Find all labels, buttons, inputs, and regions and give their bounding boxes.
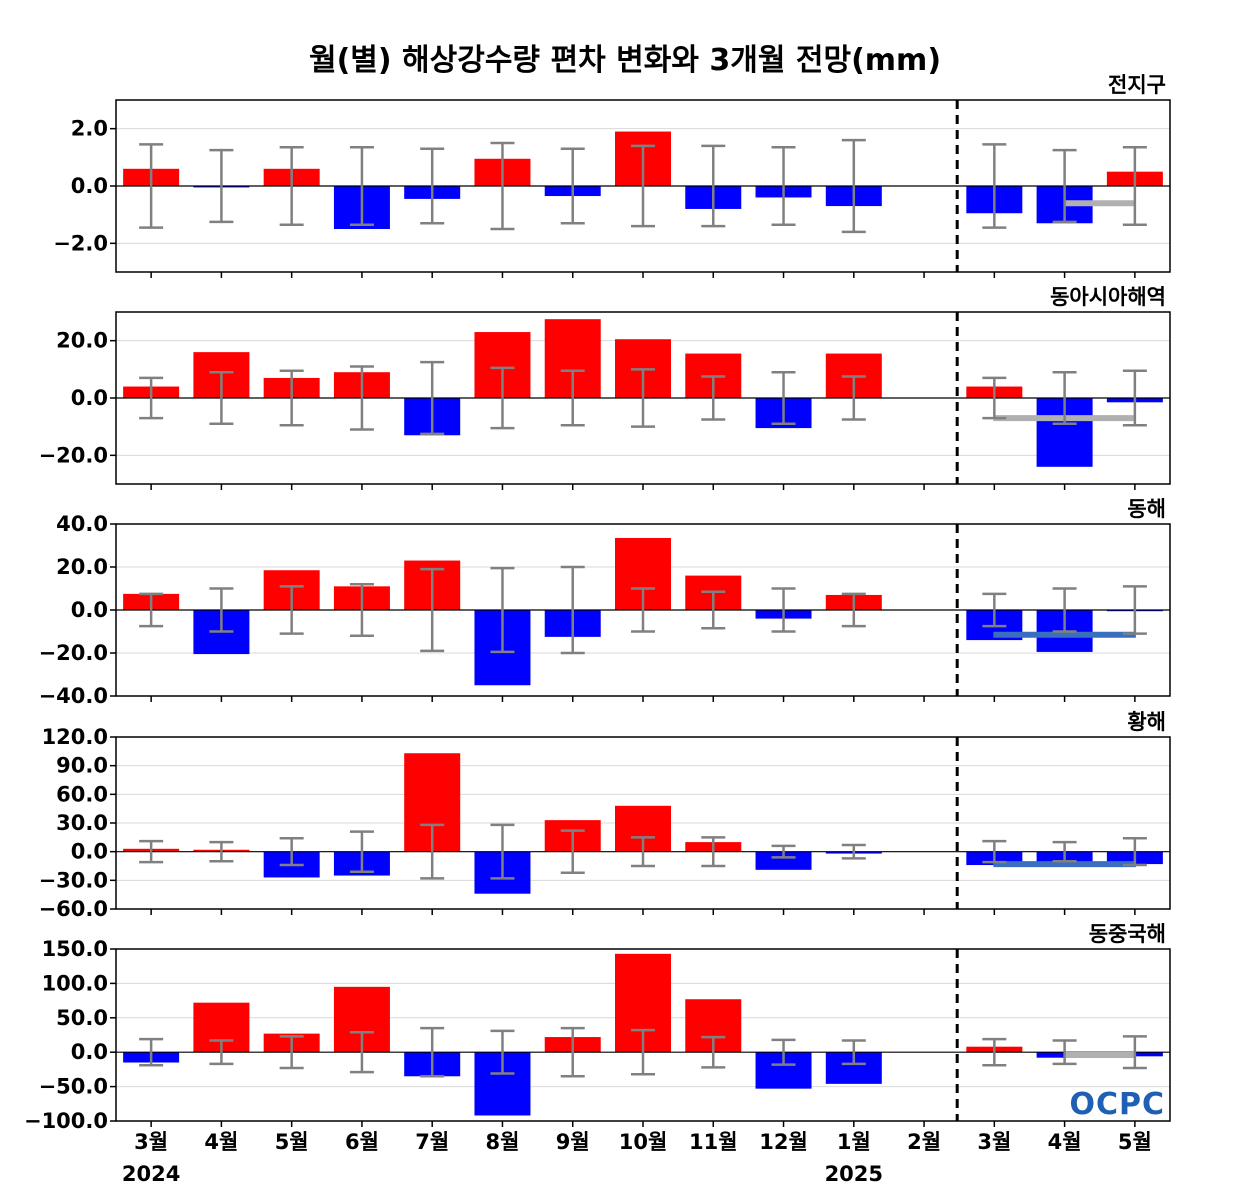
y-tick-label: 20.0 [56,555,108,579]
x-tick-label: 3월 [977,1130,1011,1154]
x-tick-label: 2월 [907,1130,941,1154]
panel-1: −2.0 0.0 2.0 전지구 [53,73,1171,278]
y-tick-label: 90.0 [56,754,108,778]
panel-4: −60.0 −30.0 0.0 30.0 60.0 90.0 120.0 황해 [39,710,1171,921]
y-tick-label: −50.0 [39,1075,108,1099]
chart-title: 월(별) 해상강수량 편차 변화와 3개월 전망(mm) [309,43,941,78]
panel-3: −40.0 −20.0 0.0 20.0 40.0 동해 [39,497,1171,708]
y-tick-label: 2.0 [71,117,108,141]
y-tick-label: 120.0 [42,725,108,749]
y-tick-label: 0.0 [71,1040,108,1064]
y-tick-label: −2.0 [53,231,108,255]
y-tick-label: 150.0 [42,937,108,961]
y-tick-label: −20.0 [39,443,108,467]
y-tick-label: 0.0 [71,598,108,622]
x-tick-label: 10월 [619,1130,668,1154]
panel-label: 동해 [1127,497,1166,521]
x-tick-label: 5월 [1118,1130,1152,1154]
x-tick-label: 8월 [485,1130,519,1154]
y-tick-label: 20.0 [56,329,108,353]
year-label: 2024 [122,1162,180,1186]
panel-label: 전지구 [1108,73,1166,97]
y-tick-label: −30.0 [39,868,108,892]
y-tick-label: −40.0 [39,684,108,708]
x-tick-label: 6월 [345,1130,379,1154]
x-tick-label: 5월 [275,1130,309,1154]
y-tick-label: 100.0 [42,971,108,995]
y-tick-label: 0.0 [71,174,108,198]
y-tick-label: 60.0 [56,782,108,806]
x-tick-label: 3월 [134,1130,168,1154]
x-tick-label: 9월 [556,1130,590,1154]
panel-label: 동중국해 [1089,922,1166,946]
x-tick-label: 12월 [759,1130,808,1154]
y-tick-label: −20.0 [39,641,108,665]
y-tick-label: 30.0 [56,811,108,835]
x-tick-label: 1월 [837,1130,871,1154]
x-tick-label: 7월 [415,1130,449,1154]
panel-5: −100.0 −50.0 0.0 50.0 100.0 150.0 동중국해 [24,922,1171,1133]
x-tick-label: 4월 [1048,1130,1082,1154]
y-tick-label: 40.0 [56,512,108,536]
x-tick-label: 4월 [204,1130,238,1154]
year-label: 2025 [825,1162,883,1186]
panel-label: 동아시아해역 [1050,285,1166,309]
panel-label: 황해 [1127,710,1166,734]
x-tick-label: 11월 [689,1130,738,1154]
y-tick-label: 50.0 [56,1006,108,1030]
bar [755,851,812,870]
y-tick-label: 0.0 [71,386,108,410]
ocpc-logo: OCPC [1069,1087,1165,1122]
y-tick-label: −100.0 [24,1109,108,1133]
y-tick-label: −60.0 [39,897,108,921]
y-tick-label: 0.0 [71,840,108,864]
panel-2: −20.0 0.0 20.0 동아시아해역 [39,285,1171,490]
